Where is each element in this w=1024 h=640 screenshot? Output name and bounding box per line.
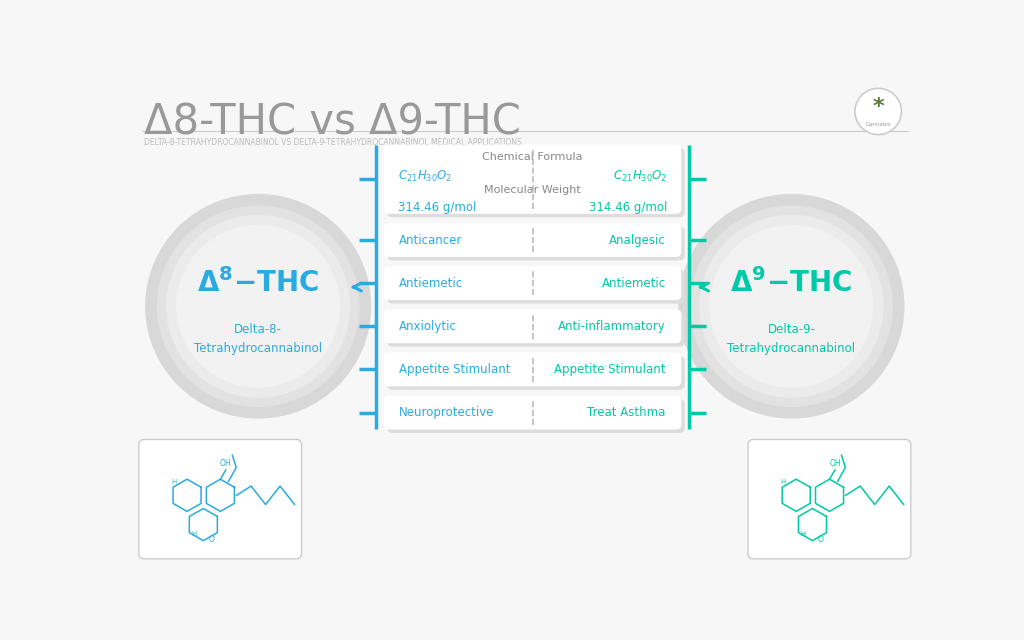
Circle shape xyxy=(855,88,901,134)
Text: DELTA-8-TETRAHYDROCANNABINOL VS DELTA-9-TETRAHYDROCANNABINOL MEDICAL APPLICATION: DELTA-8-TETRAHYDROCANNABINOL VS DELTA-9-… xyxy=(143,138,521,147)
FancyBboxPatch shape xyxy=(384,145,681,214)
Text: $C_{21}H_{30}O_2$: $C_{21}H_{30}O_2$ xyxy=(613,169,668,184)
Text: Neuroprotective: Neuroprotective xyxy=(399,406,495,419)
Text: *: * xyxy=(872,97,884,117)
FancyBboxPatch shape xyxy=(384,266,681,300)
Text: Anticancer: Anticancer xyxy=(399,234,463,246)
Text: OH: OH xyxy=(829,460,841,468)
Text: H: H xyxy=(800,531,806,537)
Text: H: H xyxy=(191,531,197,537)
Text: Appetite Stimulant: Appetite Stimulant xyxy=(399,363,511,376)
Circle shape xyxy=(167,216,349,397)
Text: 314.46 g/mol: 314.46 g/mol xyxy=(397,201,476,214)
Circle shape xyxy=(700,216,883,397)
FancyBboxPatch shape xyxy=(387,313,685,347)
Text: Chemical Formula: Chemical Formula xyxy=(482,152,583,163)
FancyBboxPatch shape xyxy=(139,440,302,559)
Text: O: O xyxy=(817,534,823,543)
Text: 314.46 g/mol: 314.46 g/mol xyxy=(589,201,668,214)
Text: Analgesic: Analgesic xyxy=(609,234,666,246)
FancyBboxPatch shape xyxy=(384,396,681,429)
Circle shape xyxy=(145,195,371,418)
Text: Treat Asthma: Treat Asthma xyxy=(588,406,666,419)
Circle shape xyxy=(177,225,340,387)
Text: O: O xyxy=(209,534,214,543)
Text: H: H xyxy=(780,479,785,485)
Text: $C_{21}H_{30}O_2$: $C_{21}H_{30}O_2$ xyxy=(397,169,452,184)
Text: Antiemetic: Antiemetic xyxy=(399,276,464,290)
Text: Delta-8-
Tetrahydrocannabinol: Delta-8- Tetrahydrocannabinol xyxy=(195,323,323,355)
Text: OH: OH xyxy=(220,460,231,468)
Text: Δ8-THC vs Δ9-THC: Δ8-THC vs Δ9-THC xyxy=(143,101,520,143)
FancyBboxPatch shape xyxy=(387,356,685,390)
Text: Molecular Weight: Molecular Weight xyxy=(484,184,581,195)
Text: H: H xyxy=(171,479,176,485)
Text: Antiemetic: Antiemetic xyxy=(602,276,666,290)
Text: Delta-9-
Tetrahydrocannabinol: Delta-9- Tetrahydrocannabinol xyxy=(727,323,855,355)
FancyBboxPatch shape xyxy=(384,309,681,343)
FancyBboxPatch shape xyxy=(387,269,685,303)
Circle shape xyxy=(679,195,904,418)
Circle shape xyxy=(158,206,359,406)
Text: Anxiolytic: Anxiolytic xyxy=(399,320,457,333)
Text: Appetite Stimulant: Appetite Stimulant xyxy=(554,363,666,376)
FancyBboxPatch shape xyxy=(384,353,681,387)
FancyBboxPatch shape xyxy=(387,148,685,218)
Text: $\mathbf{\Delta^9}$$\mathbf{-THC}$: $\mathbf{\Delta^9}$$\mathbf{-THC}$ xyxy=(730,268,852,298)
Text: $\mathbf{\Delta^8}$$\mathbf{-THC}$: $\mathbf{\Delta^8}$$\mathbf{-THC}$ xyxy=(198,268,319,298)
Circle shape xyxy=(710,225,872,387)
FancyBboxPatch shape xyxy=(748,440,910,559)
FancyBboxPatch shape xyxy=(387,399,685,433)
Text: Cannabis: Cannabis xyxy=(865,122,891,127)
Circle shape xyxy=(690,206,892,406)
Text: Anti-inflammatory: Anti-inflammatory xyxy=(558,320,666,333)
FancyBboxPatch shape xyxy=(384,223,681,257)
FancyBboxPatch shape xyxy=(387,227,685,260)
